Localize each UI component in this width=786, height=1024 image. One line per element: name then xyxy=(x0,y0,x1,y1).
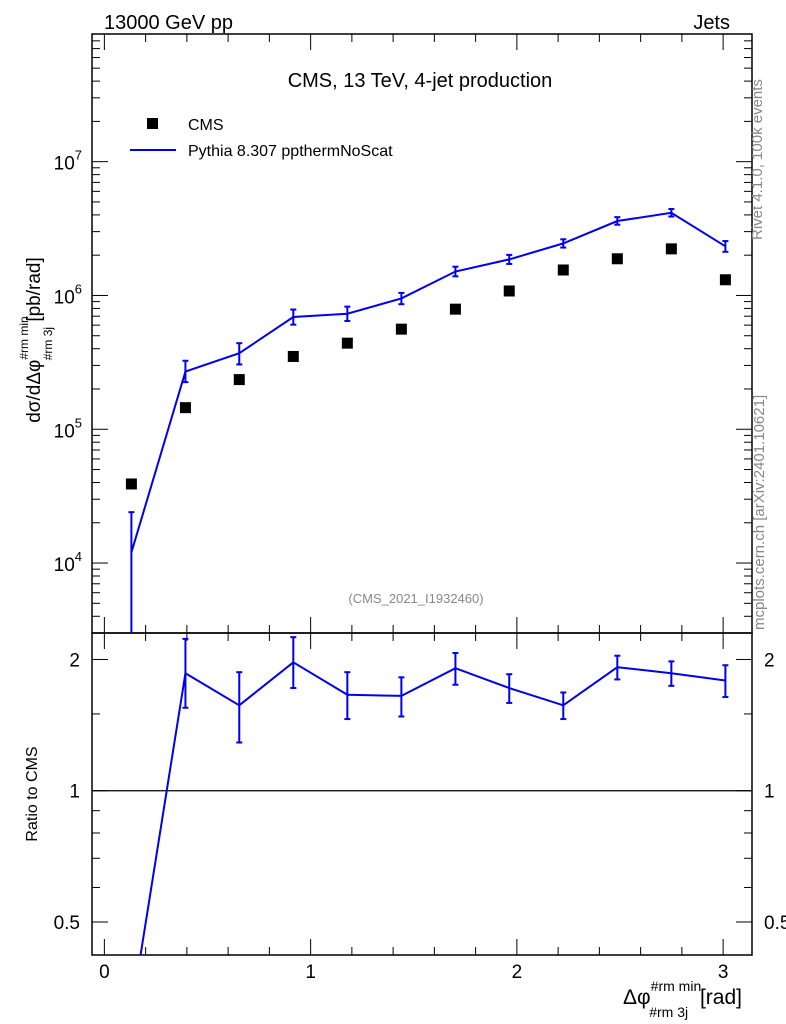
main-y-tick-label: 104 xyxy=(54,549,82,576)
ratio-line xyxy=(139,661,726,955)
cms-point xyxy=(557,264,569,276)
x-label-unit: [rad] xyxy=(694,986,742,1009)
x-label-sup: #rm min xyxy=(651,978,702,994)
ratio-y-tick-label-right: 2 xyxy=(764,650,775,671)
main-y-axis-label: dσ/dΔφ#rm min #rm 3j [pb/rad] xyxy=(17,257,55,423)
ratio-y-tick-label: 0.5 xyxy=(54,913,80,934)
main-data-layer xyxy=(125,207,731,633)
main-y-label-sub: #rm 3j xyxy=(41,327,55,360)
chart-title: CMS, 13 TeV, 4-jet production xyxy=(288,70,553,92)
cms-point xyxy=(341,337,353,349)
ratio-y-axis-label: Ratio to CMS xyxy=(24,746,41,841)
cms-point xyxy=(719,274,731,286)
main-y-tick-label-base: 10 xyxy=(54,287,75,308)
cms-point xyxy=(125,478,137,490)
x-tick-label: 0 xyxy=(99,962,110,983)
main-y-tick-label-exp: 5 xyxy=(75,415,82,430)
x-tick-label: 1 xyxy=(305,962,316,983)
ratio-y-tick-label: 1 xyxy=(69,782,80,803)
cms-point xyxy=(395,323,407,335)
legend: CMS Pythia 8.307 ppthermNoScat xyxy=(130,117,393,160)
main-y-tick-label: 106 xyxy=(54,281,82,308)
cms-point xyxy=(233,374,245,386)
header-left: 13000 GeV pp xyxy=(104,12,233,34)
legend-pythia-label: Pythia 8.307 ppthermNoScat xyxy=(188,143,393,160)
ratio-y-tick-label: 2 xyxy=(69,650,80,671)
main-y-label-main: dσ/dΔφ xyxy=(24,360,45,423)
ratio-data-layer xyxy=(92,636,752,955)
ratio-panel-frame xyxy=(91,632,753,956)
cms-point xyxy=(503,285,515,297)
pythia-line xyxy=(130,211,726,553)
x-tick-label: 2 xyxy=(512,962,523,983)
cms-point xyxy=(179,402,191,414)
main-y-label-sup: #rm min xyxy=(17,316,31,359)
main-y-tick-label-exp: 6 xyxy=(75,281,82,296)
x-label-main: Δφ xyxy=(623,986,651,1009)
mcplots-label: mcplots.cern.ch [arXiv:2401.10621] xyxy=(751,395,768,630)
main-y-tick-label-exp: 7 xyxy=(75,148,82,163)
main-y-tick-label-exp: 4 xyxy=(75,549,82,564)
main-y-tick-label: 105 xyxy=(54,415,82,442)
x-label-sub: #rm 3j xyxy=(649,1004,688,1020)
cms-point xyxy=(287,350,299,362)
main-y-tick-label-base: 10 xyxy=(54,154,75,175)
cms-point xyxy=(611,253,623,265)
ratio-y-tick-label-right: 1 xyxy=(764,782,775,803)
main-y-tick-label-base: 10 xyxy=(54,421,75,442)
rivet-label: Rivet 4.1.0, 100k events xyxy=(749,79,766,240)
main-y-label-unit: [pb/rad] xyxy=(24,257,45,327)
header-right: Jets xyxy=(693,12,730,34)
analysis-watermark: (CMS_2021_I1932460) xyxy=(348,591,483,606)
x-axis-label: Δφ#rm min #rm 3j [rad] xyxy=(623,978,742,1020)
cms-point xyxy=(665,243,677,255)
cms-point xyxy=(449,303,461,315)
ratio-y-axis: 0.5 0.5 1 1 2 2 xyxy=(54,650,786,934)
main-y-tick-label: 107 xyxy=(54,148,82,175)
x-tick-label: 3 xyxy=(718,962,729,983)
x-axis: 0 1 2 3 xyxy=(99,34,728,983)
ratio-y-tick-label-right: 0.5 xyxy=(764,913,786,934)
legend-cms-marker xyxy=(147,118,158,129)
legend-cms-label: CMS xyxy=(188,117,224,134)
main-y-tick-label-base: 10 xyxy=(54,555,75,576)
